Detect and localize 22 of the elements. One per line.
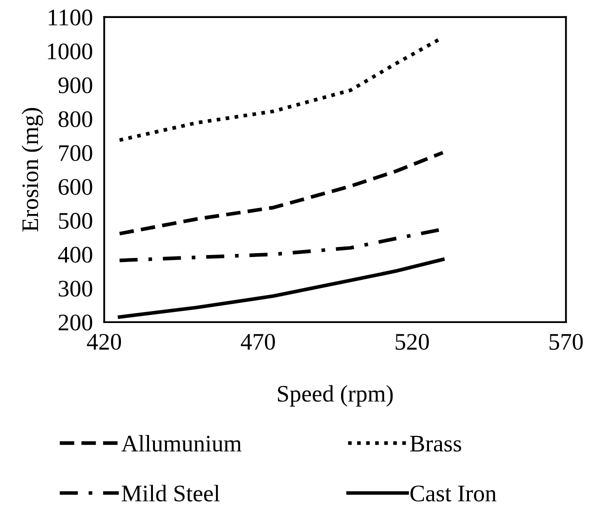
y-tick-label: 900 bbox=[58, 77, 92, 94]
y-tick-label: 200 bbox=[58, 314, 92, 331]
x-tick-label: 470 bbox=[240, 334, 275, 350]
legend-label: Cast Iron bbox=[410, 486, 496, 502]
legend-label: Allumunium bbox=[121, 434, 242, 452]
y-tick-label: 300 bbox=[58, 280, 92, 297]
x-tick-label: 570 bbox=[550, 334, 583, 350]
legend-label: Brass bbox=[410, 436, 462, 452]
y-tick-label: 400 bbox=[58, 246, 92, 263]
x-tick-label: 420 bbox=[86, 334, 121, 350]
legend-label: Mild Steel bbox=[122, 484, 220, 502]
y-tick-label: 600 bbox=[58, 179, 92, 195]
y-tick-label: 800 bbox=[58, 111, 92, 128]
y-tick-label: 1100 bbox=[48, 10, 92, 26]
line-series bbox=[118, 258, 445, 319]
y-tick-label: 700 bbox=[59, 145, 92, 162]
y-axis-title: Erosion (mg) bbox=[22, 108, 44, 232]
x-axis-title: Speed (rpm) bbox=[278, 385, 393, 407]
x-tick-label: 520 bbox=[396, 334, 429, 350]
y-tick-label: 500 bbox=[59, 212, 92, 229]
line-series bbox=[118, 150, 445, 236]
y-tick-label: 1000 bbox=[48, 43, 92, 60]
